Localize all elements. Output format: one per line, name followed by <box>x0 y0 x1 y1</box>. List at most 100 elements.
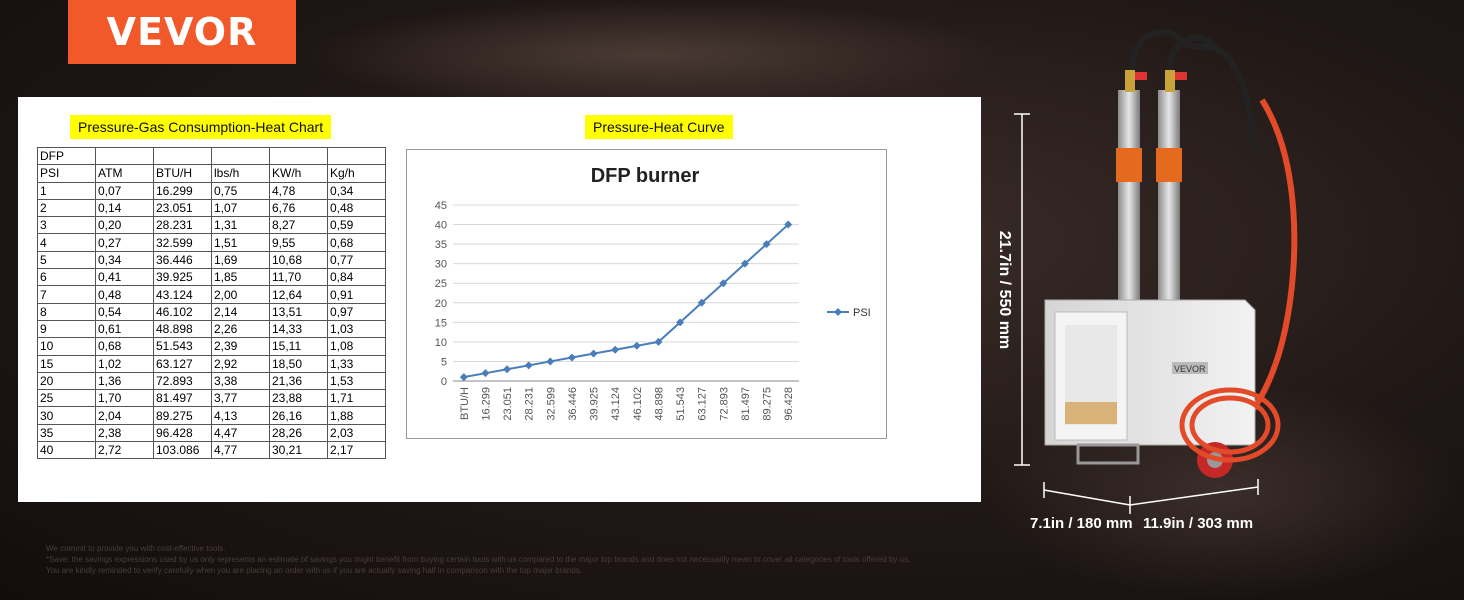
table-cell: 9 <box>37 319 96 339</box>
table-cell: 0,27 <box>95 233 154 252</box>
table-cell: 2,26 <box>211 319 270 339</box>
table-cell: 40 <box>37 441 96 460</box>
table-header-cell: ATM <box>95 164 154 183</box>
table-cell: 0,48 <box>327 198 386 218</box>
table-cell: 0,34 <box>327 181 386 200</box>
series-line <box>463 223 789 379</box>
table-cell: 25 <box>37 389 96 408</box>
table-cell: 2,14 <box>211 302 270 321</box>
table-row: 8 0,54 46.102 2,14 13,51 0,97 <box>37 302 386 321</box>
table-cell: 0,75 <box>211 181 270 200</box>
depth-dimension-line <box>1043 489 1131 506</box>
table-cell: 23,88 <box>269 389 328 408</box>
table-cell <box>269 146 328 166</box>
legend-label: PSI <box>853 307 871 319</box>
burner-tube-left <box>1118 90 1140 310</box>
table-cell: 2 <box>37 198 96 218</box>
table-cell: 15 <box>37 354 96 373</box>
x-tick-label: 36.446 <box>567 387 579 421</box>
disclaimer-line: *Save: the savings expressions used by u… <box>46 555 911 564</box>
gas-hose-black <box>1129 29 1258 151</box>
table-cell: 0,61 <box>95 319 154 339</box>
table-header-cell: KW/h <box>269 164 328 183</box>
table-cell: 20 <box>37 371 96 391</box>
table-cell: 2,17 <box>327 441 386 460</box>
table-cell: 4,78 <box>269 181 328 200</box>
table-cell: 36.446 <box>153 250 212 270</box>
table-cell: 0,68 <box>327 233 386 252</box>
table-cell: 12,64 <box>269 285 328 304</box>
table-cell: 2,38 <box>95 423 154 443</box>
curve-heading: Pressure-Heat Curve <box>585 115 733 139</box>
x-tick-label: 43.124 <box>610 387 622 421</box>
table-cell <box>95 146 154 166</box>
table-header-cell: BTU/H <box>153 164 212 183</box>
data-point <box>632 341 641 350</box>
table-cell: 72.893 <box>153 371 212 391</box>
table-cell: 4 <box>37 233 96 252</box>
table-cell: 0,41 <box>95 268 154 287</box>
table-cell: 18,50 <box>269 354 328 373</box>
table-cell: 89.275 <box>153 406 212 425</box>
x-tick-label: 51.543 <box>675 387 687 421</box>
table-cell: 0,59 <box>327 216 386 235</box>
data-point <box>503 365 512 374</box>
table-cell: 0,54 <box>95 302 154 321</box>
table-cell: 28,26 <box>269 423 328 443</box>
x-tick-label: 63.127 <box>697 387 709 421</box>
data-point <box>762 240 771 249</box>
table-cell: 96.428 <box>153 423 212 443</box>
depth-dimension-label: 7.1in / 180 mm <box>1030 515 1133 532</box>
table-header-cell: PSI <box>37 164 96 183</box>
brand-logo: VEVOR <box>68 0 296 64</box>
pressure-table: DFP PSI ATM BTU/H lbs/h KW/h Kg/h 1 0,07 16.299 0,… <box>37 146 386 460</box>
table-cell: 32.599 <box>153 233 212 252</box>
width-dimension-label: 11.9in / 303 mm <box>1143 515 1253 532</box>
table-row: 3 0,20 28.231 1,31 8,27 0,59 <box>37 216 386 235</box>
table-cell: 3 <box>37 216 96 235</box>
y-tick-label: 25 <box>435 278 447 290</box>
background-blur-top <box>300 0 1000 110</box>
table-cell: 1,51 <box>211 233 270 252</box>
table-title: DFP <box>37 146 96 166</box>
table-cell: 10 <box>37 337 96 356</box>
y-tick-label: 10 <box>435 337 447 349</box>
info-panel: Pressure-Gas Consumption-Heat Chart Pres… <box>18 97 981 502</box>
table-row: 1 0,07 16.299 0,75 4,78 0,34 <box>37 181 386 200</box>
table-cell: 0,68 <box>95 337 154 356</box>
data-point <box>654 337 663 346</box>
table-cell: 30,21 <box>269 441 328 460</box>
table-cell: 103.086 <box>153 441 212 460</box>
table-cell: 1,31 <box>211 216 270 235</box>
x-tick-label: 96.428 <box>783 387 795 421</box>
disclaimer-line: We commit to provide you with cost-effec… <box>46 544 226 553</box>
data-point <box>459 373 468 382</box>
table-cell: 26,16 <box>269 406 328 425</box>
data-point <box>567 353 576 362</box>
table-cell <box>153 146 212 166</box>
table-cell: 0,84 <box>327 268 386 287</box>
width-dimension-line <box>1129 486 1259 506</box>
table-cell: 39.925 <box>153 268 212 287</box>
table-cell: 30 <box>37 406 96 425</box>
table-cell: 16.299 <box>153 181 212 200</box>
table-cell: 2,00 <box>211 285 270 304</box>
product-badge: VEVOR <box>1174 364 1206 374</box>
table-cell: 13,51 <box>269 302 328 321</box>
disclaimer: We commit to provide you with cost-effec… <box>46 543 910 576</box>
data-point <box>719 279 728 288</box>
table-cell: 0,48 <box>95 285 154 304</box>
x-tick-label: 23.051 <box>502 387 514 421</box>
table-cell: 1,71 <box>327 389 386 408</box>
chart-svg: DFP burner 0 5 10 15 20 25 30 35 40 45 BTU/H 16.299 2… <box>435 165 871 421</box>
table-cell: 4,77 <box>211 441 270 460</box>
table-cell: 6,76 <box>269 198 328 218</box>
table-cell: 46.102 <box>153 302 212 321</box>
table-cell: 15,11 <box>269 337 328 356</box>
table-cell: 43.124 <box>153 285 212 304</box>
table-cell: 10,68 <box>269 250 328 270</box>
table-cell: 0,97 <box>327 302 386 321</box>
table-cell: 21,36 <box>269 371 328 391</box>
table-cell: 0,91 <box>327 285 386 304</box>
disclaimer-line: You are kindly reminded to verify carefu… <box>46 566 582 575</box>
